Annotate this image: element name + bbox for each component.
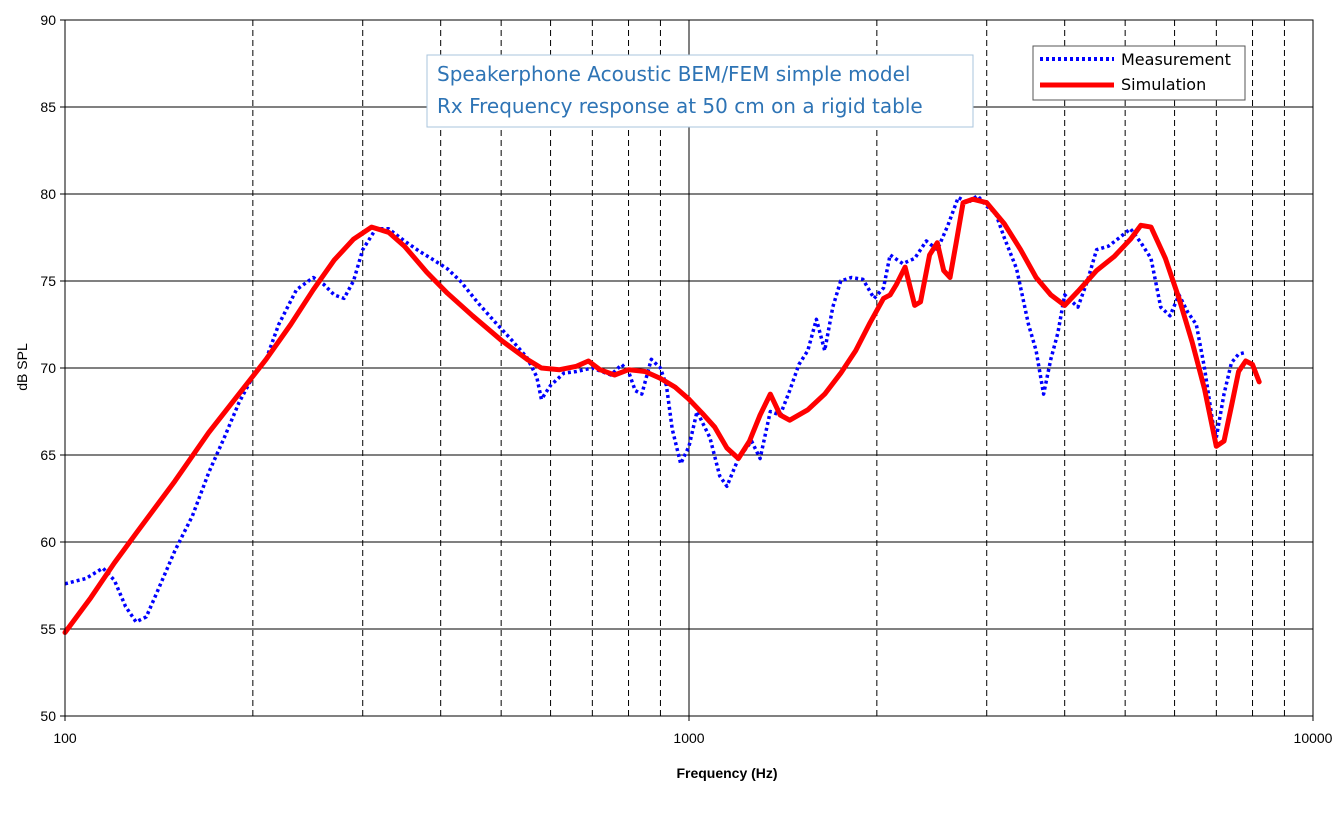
plot-frame <box>64 19 1314 717</box>
y-tick-label: 80 <box>40 186 56 202</box>
legend: Measurement Simulation <box>1032 45 1246 101</box>
x-tick-label: 1000 <box>673 730 704 746</box>
y-tick-label: 75 <box>40 273 56 289</box>
y-tick-label: 60 <box>40 534 56 550</box>
legend-label-measurement: Measurement <box>1121 50 1231 69</box>
y-tick-label: 90 <box>40 12 56 28</box>
x-tick-label: 100 <box>53 730 77 746</box>
y-tick-label: 85 <box>40 99 56 115</box>
y-tick-label: 70 <box>40 360 56 376</box>
y-axis-title: dB SPL <box>14 343 30 391</box>
x-axis-title: Frequency (Hz) <box>676 765 777 781</box>
y-tick-labels: 50 55 60 65 70 75 80 85 90 <box>40 12 65 724</box>
y-tick-label: 50 <box>40 708 56 724</box>
legend-box <box>1032 45 1246 101</box>
x-tick-label: 10000 <box>1294 730 1333 746</box>
title-line-2: Rx Frequency response at 50 cm on a rigi… <box>437 94 923 118</box>
legend-label-simulation: Simulation <box>1121 75 1206 94</box>
series-line-measurement <box>64 193 1247 624</box>
y-tick-label: 65 <box>40 447 56 463</box>
y-tick-label: 55 <box>40 621 56 637</box>
chart-title: Speakerphone Acoustic BEM/FEM simple mod… <box>426 54 974 128</box>
title-box <box>426 54 974 128</box>
series-lines <box>62 193 1262 635</box>
x-tick-labels: 100 1000 10000 <box>53 716 1333 746</box>
series-line-simulation <box>62 196 1262 635</box>
title-line-1: Speakerphone Acoustic BEM/FEM simple mod… <box>437 62 910 86</box>
